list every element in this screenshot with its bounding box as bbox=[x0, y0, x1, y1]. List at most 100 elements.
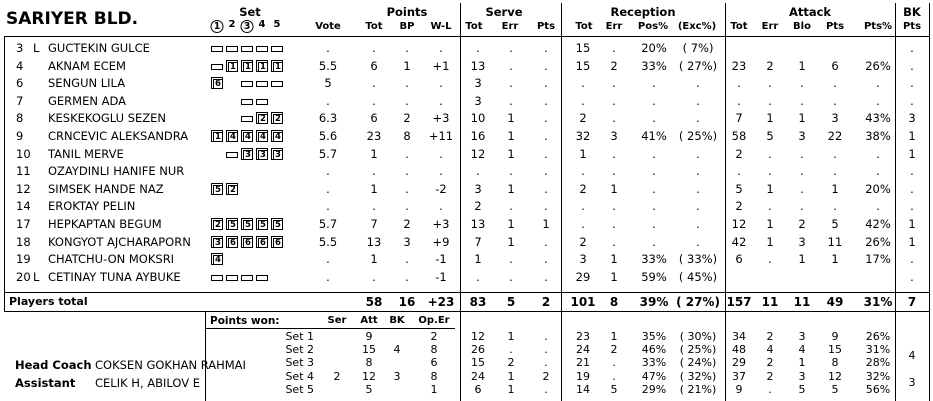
set-rotation-value: 2 bbox=[273, 114, 283, 125]
total-r-pos: 39% bbox=[639, 295, 669, 309]
cell-r-err: 2 bbox=[610, 58, 618, 73]
cell-s-pts: . bbox=[544, 234, 548, 249]
cell-r-err: 1 bbox=[610, 269, 618, 284]
cell-a-blo: . bbox=[800, 199, 804, 214]
set-bench-marker bbox=[241, 46, 253, 52]
cell-s-tot: 3 bbox=[474, 93, 482, 108]
player-name: CRNCEVIC ALEKSANDRA bbox=[48, 129, 189, 143]
cell-a-blo: 1 bbox=[798, 111, 806, 126]
cell-vote: 5.6 bbox=[318, 129, 338, 143]
group-attack: Attack bbox=[788, 5, 832, 19]
set-number-5: 5 bbox=[274, 20, 281, 30]
cell-a-tot: 58 bbox=[731, 129, 747, 143]
cell-s-tot: 3 bbox=[474, 76, 482, 91]
player-name: GUCTEKIN GULCE bbox=[48, 41, 150, 55]
cell-p-tot: . bbox=[372, 199, 376, 214]
set-cell-a-pts: 15 bbox=[828, 343, 842, 357]
cell-a-tot: . bbox=[737, 164, 741, 179]
set-rotation-box: 3 bbox=[211, 235, 223, 248]
cell-a-tot: 7 bbox=[735, 111, 743, 126]
team-name: SARIYER BLD. bbox=[6, 9, 139, 29]
player-name: TANIL MERVE bbox=[48, 146, 124, 161]
set-rotation-box: 5 bbox=[271, 218, 283, 230]
set-row-label: Set 4 bbox=[285, 369, 314, 383]
cell-r-exc: . bbox=[696, 164, 700, 179]
v-line bbox=[895, 3, 896, 401]
cell-r-pos: . bbox=[652, 199, 656, 214]
set-rotation-box: 1 bbox=[241, 59, 253, 72]
cell-s-pts: . bbox=[544, 111, 548, 126]
set-rotation-box: 2 bbox=[226, 182, 238, 195]
set-rotation-value: 2 bbox=[258, 114, 268, 125]
set-number-4: 4 bbox=[259, 20, 266, 30]
cell-vote: 5.5 bbox=[318, 234, 338, 249]
cell-a-err: . bbox=[768, 146, 772, 161]
cell-p-bp: . bbox=[405, 252, 409, 267]
cell-vote: 5.5 bbox=[318, 58, 338, 73]
v-line bbox=[460, 3, 461, 401]
cell-vote: 5.7 bbox=[318, 146, 338, 161]
cell-p-bp: . bbox=[405, 93, 409, 108]
total-s-err: 5 bbox=[506, 295, 516, 309]
set-cell-s-err: 2 bbox=[507, 356, 515, 370]
cell-r-pos: . bbox=[652, 76, 656, 91]
set-cell-op: 8 bbox=[430, 343, 438, 357]
set-rotation-value: 1 bbox=[228, 61, 238, 72]
set-rotation-value: 4 bbox=[228, 132, 238, 142]
cell-s-err: . bbox=[509, 252, 513, 267]
set-cell-s-pts: . bbox=[544, 330, 548, 343]
cell-r-pos: . bbox=[652, 217, 656, 231]
cell-r-pos: . bbox=[652, 234, 656, 249]
subheader-r-tot: Tot bbox=[575, 21, 593, 32]
cell-a-pts: . bbox=[833, 199, 837, 214]
set-rotation-box: 6 bbox=[241, 235, 253, 248]
cell-a-err: . bbox=[768, 199, 772, 214]
set-bench-marker bbox=[241, 81, 253, 88]
cell-a-tot: . bbox=[737, 93, 741, 108]
set-rotation-value: 6 bbox=[213, 79, 223, 90]
cell-r-exc: . bbox=[696, 93, 700, 108]
total-a-pts: 49 bbox=[826, 295, 844, 309]
cell-a-blo: 2 bbox=[798, 217, 806, 231]
cell-p-bp: . bbox=[405, 181, 409, 196]
set-rotation-box: 2 bbox=[256, 112, 268, 125]
set-rotation-box: 3 bbox=[271, 147, 283, 160]
set-number-1: 1 bbox=[210, 20, 224, 33]
set-cell-a-tot: 29 bbox=[732, 356, 746, 370]
cell-r-tot: 32 bbox=[575, 129, 591, 143]
cell-a-blo: . bbox=[800, 76, 804, 91]
cell-p-tot: 13 bbox=[366, 234, 382, 249]
total-r-tot: 101 bbox=[570, 295, 596, 309]
set-cell-r-tot: 23 bbox=[576, 330, 590, 343]
cell-r-exc: . bbox=[696, 146, 700, 161]
set-cell-a-tot: 34 bbox=[732, 330, 746, 343]
set-bench-marker bbox=[256, 98, 268, 105]
cell-bk: 1 bbox=[908, 129, 916, 143]
set-rotation-value: 6 bbox=[273, 237, 283, 248]
points-won-rule bbox=[205, 328, 455, 329]
cell-a-blo: . bbox=[800, 181, 804, 196]
set-cell-bk: 4 bbox=[393, 343, 401, 357]
set-rotation-value: 5 bbox=[213, 184, 223, 195]
cell-p-bp: . bbox=[405, 146, 409, 161]
cell-s-err: . bbox=[509, 269, 513, 284]
cell-p-wl: +11 bbox=[428, 129, 454, 143]
subheader-p-tot: Tot bbox=[365, 21, 383, 32]
cell-p-wl: . bbox=[439, 164, 443, 179]
set-cell-att: 15 bbox=[362, 343, 376, 357]
cell-s-tot: 3 bbox=[474, 181, 482, 196]
set-bench-marker bbox=[256, 81, 268, 88]
cell-s-err: . bbox=[509, 164, 513, 179]
player-role: L bbox=[33, 269, 40, 284]
set-rotation-value: 1 bbox=[243, 61, 253, 72]
group-set: Set bbox=[239, 5, 261, 19]
subheader-s-tot: Tot bbox=[465, 21, 483, 32]
set-cell-a-pct: 26% bbox=[865, 330, 891, 343]
set-cell-op: 6 bbox=[430, 356, 438, 370]
v-line bbox=[4, 36, 5, 311]
cell-bk: 1 bbox=[908, 234, 916, 249]
pw-ser-header: Ser bbox=[327, 315, 347, 326]
set-cell-a-pct: 32% bbox=[865, 369, 891, 383]
set-rotation-box: 4 bbox=[226, 130, 238, 142]
